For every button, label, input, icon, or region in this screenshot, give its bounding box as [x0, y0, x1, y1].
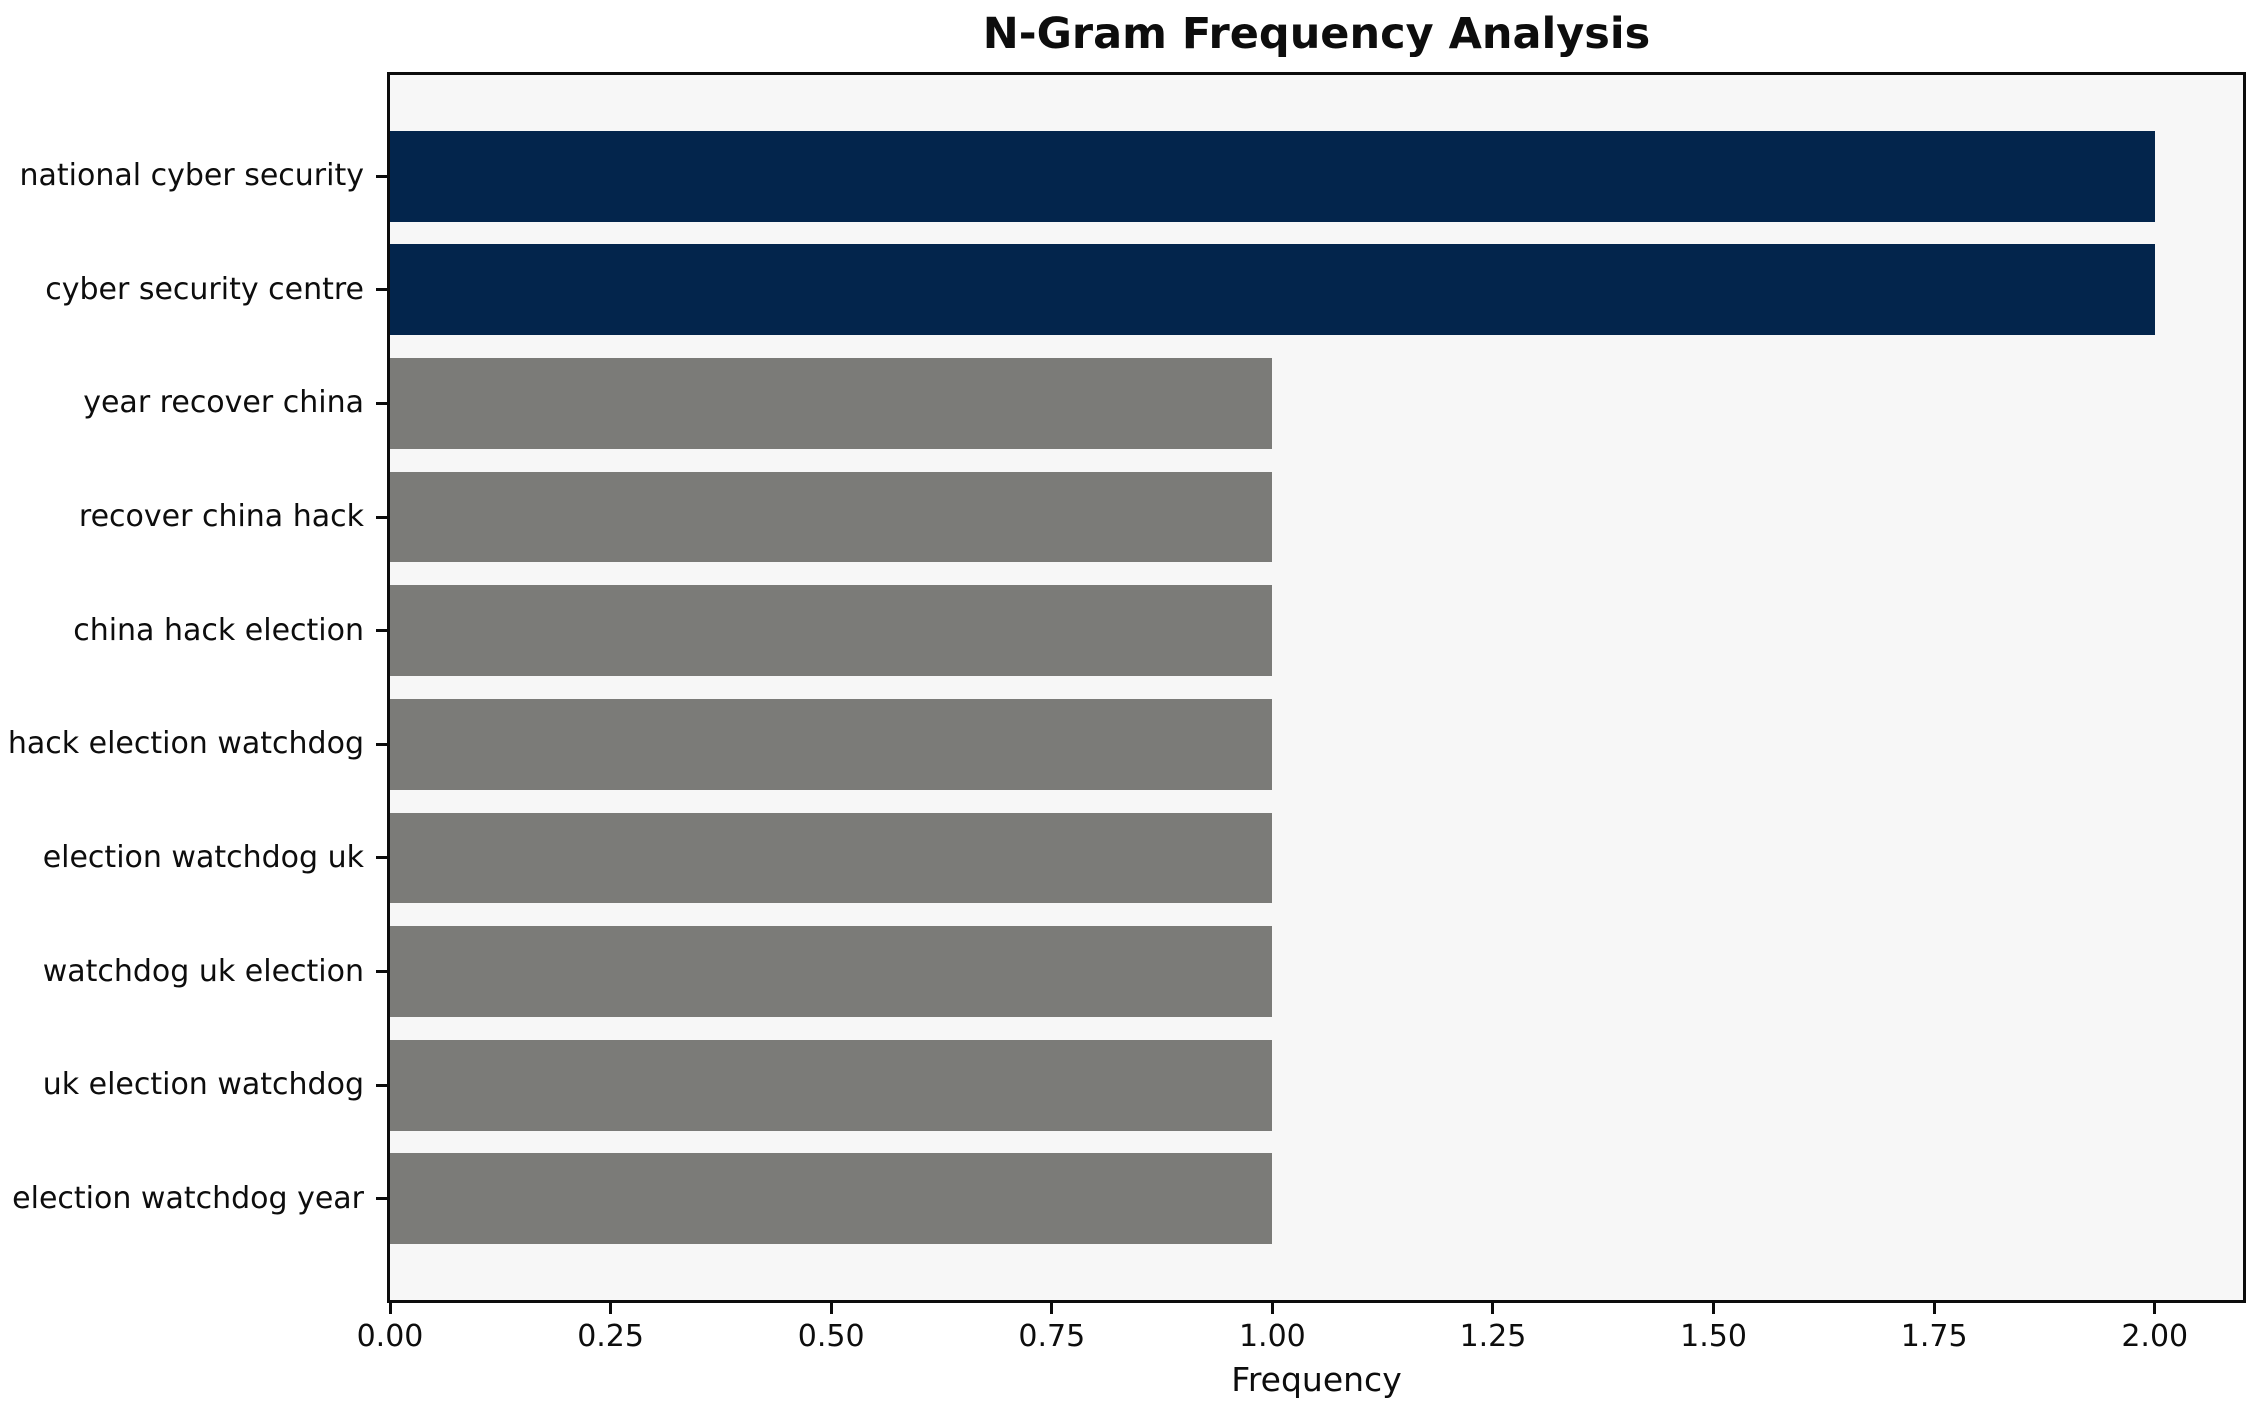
- x-tick-label: 0.00: [356, 1319, 424, 1354]
- x-tick-mark: [1050, 1303, 1054, 1314]
- y-tick-mark: [376, 401, 387, 405]
- y-tick-mark: [376, 288, 387, 292]
- x-tick-mark: [1712, 1303, 1716, 1314]
- x-tick-label: 1.50: [1680, 1319, 1747, 1354]
- x-tick-label: 0.50: [797, 1319, 865, 1354]
- x-tick-mark: [388, 1303, 392, 1314]
- y-tick-mark: [376, 856, 387, 860]
- bar: [390, 698, 1273, 790]
- y-tick-mark: [376, 629, 387, 633]
- y-tick-label: china hack election: [73, 612, 364, 648]
- bar: [390, 244, 2155, 336]
- y-tick-label: national cyber security: [19, 158, 364, 194]
- x-tick-mark: [829, 1303, 833, 1314]
- x-tick-label: 1.75: [1900, 1319, 1968, 1354]
- x-tick-label: 2.00: [2121, 1319, 2189, 1354]
- y-tick-label: year recover china: [83, 385, 364, 421]
- bar: [390, 357, 1273, 449]
- y-tick-label: watchdog uk election: [42, 953, 364, 989]
- y-tick-label: cyber security centre: [45, 271, 364, 307]
- bar: [390, 1039, 1273, 1131]
- y-tick-label: recover china hack: [78, 499, 364, 535]
- bar: [390, 130, 2155, 222]
- y-tick-label: election watchdog year: [12, 1180, 364, 1216]
- x-tick-label: 1.25: [1459, 1319, 1527, 1354]
- y-tick-mark: [376, 174, 387, 178]
- x-tick-mark: [1932, 1303, 1936, 1314]
- bar: [390, 585, 1273, 677]
- x-tick-label: 0.25: [577, 1319, 644, 1354]
- y-tick-mark: [376, 1083, 387, 1087]
- x-tick-mark: [2153, 1303, 2157, 1314]
- chart-title: N-Gram Frequency Analysis: [982, 9, 1651, 59]
- bar: [390, 926, 1273, 1018]
- plot-area: [387, 72, 2246, 1303]
- y-tick-mark: [376, 1197, 387, 1201]
- x-tick-mark: [609, 1303, 613, 1314]
- bar: [390, 471, 1273, 563]
- x-tick-mark: [1270, 1303, 1274, 1314]
- x-tick-label: 0.75: [1018, 1319, 1086, 1354]
- bar: [390, 1153, 1273, 1245]
- y-tick-mark: [376, 742, 387, 746]
- y-tick-label: uk election watchdog: [42, 1067, 364, 1103]
- x-axis-title: Frequency: [1231, 1360, 1402, 1399]
- bar: [390, 812, 1273, 904]
- y-tick-label: election watchdog uk: [42, 839, 364, 875]
- y-tick-mark: [376, 970, 387, 974]
- x-tick-label: 1.00: [1238, 1319, 1306, 1354]
- x-tick-mark: [1491, 1303, 1495, 1314]
- y-tick-mark: [376, 515, 387, 519]
- y-tick-label: hack election watchdog: [7, 726, 364, 762]
